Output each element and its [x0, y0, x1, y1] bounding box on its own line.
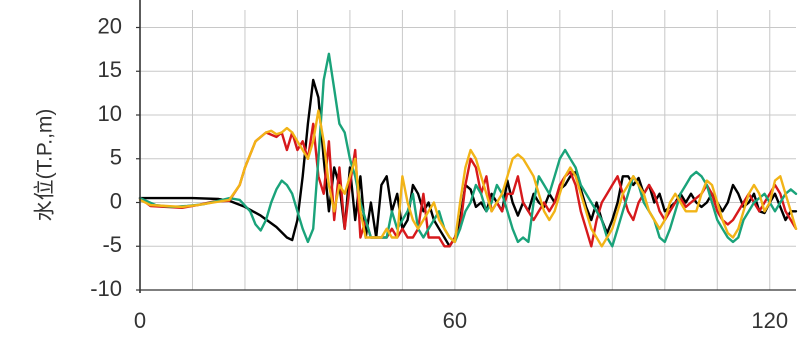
x-tick-label: 120 [751, 308, 788, 333]
y-tick-label: -10 [90, 276, 122, 301]
y-tick-label: 10 [98, 101, 122, 126]
series-line-2 [138, 122, 798, 248]
y-tick-label: 0 [110, 188, 122, 213]
x-tick-labels: 0 60 120 [134, 308, 788, 333]
y-tick-label: 20 [98, 13, 122, 38]
y-tick-label: -5 [102, 232, 122, 257]
series-line-1 [138, 78, 798, 248]
y-axis-label: 水位(T.P.,m) [34, 109, 57, 222]
series-line-4 [138, 109, 798, 248]
y-tick-label: 15 [98, 57, 122, 82]
series-layer [138, 52, 798, 248]
x-tick-label: 60 [443, 308, 467, 333]
y-tick-labels: 20 15 10 5 0 -5 -10 [90, 13, 122, 301]
axes [136, 0, 796, 293]
y-tick-label: 5 [110, 145, 122, 170]
grid-lines [139, 10, 796, 291]
x-tick-label: 0 [134, 308, 146, 333]
series-line-3 [138, 52, 798, 248]
